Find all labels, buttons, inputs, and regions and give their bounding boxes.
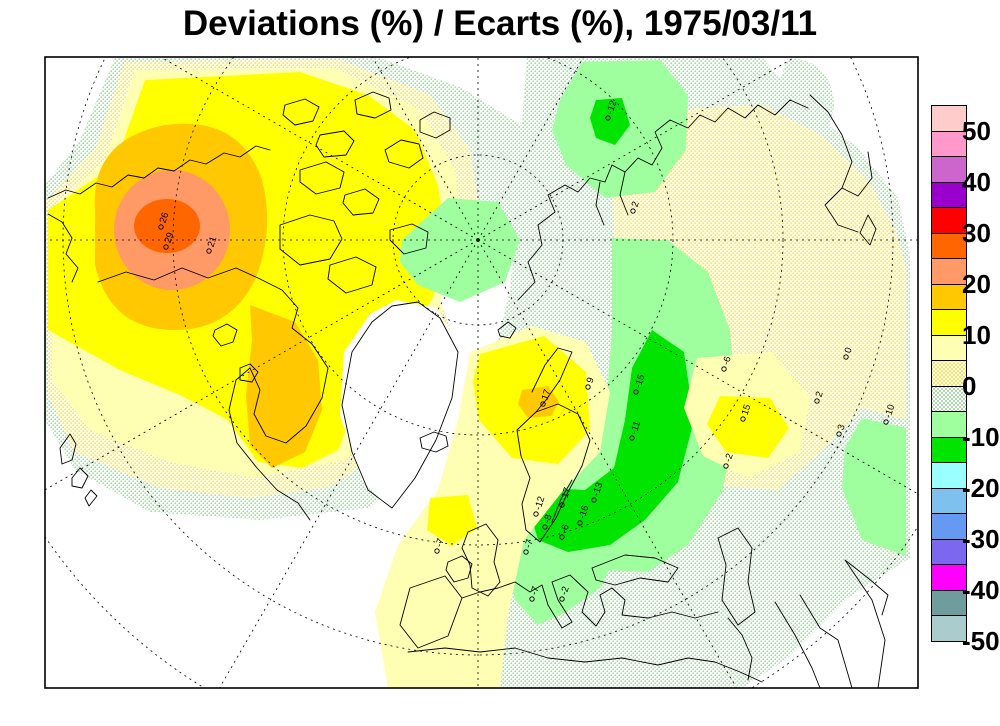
legend-swatch-4 [931, 207, 967, 234]
legend-swatch-13 [931, 436, 967, 464]
svg-text:-16: -16 [577, 504, 592, 520]
svg-text:-11: -11 [629, 420, 643, 436]
station--2: -2 [723, 452, 736, 469]
svg-text:29: 29 [163, 231, 177, 244]
station-15: 15 [740, 403, 754, 422]
svg-text:17: 17 [540, 388, 554, 401]
legend-tick--30: -30 [962, 523, 1000, 554]
svg-text:15: 15 [740, 403, 754, 416]
svg-text:-13: -13 [591, 481, 606, 497]
band-25-30-west [134, 199, 200, 253]
legend-swatch-10 [931, 360, 967, 387]
svg-text:-2: -2 [723, 452, 736, 463]
band-neg10-neg5-right-edge [842, 418, 906, 556]
svg-text:-7: -7 [529, 585, 542, 596]
legend-swatch-20 [931, 615, 967, 642]
station--11: -11 [629, 420, 643, 441]
legend-tick--50: -50 [962, 625, 1000, 656]
white-greenland [340, 300, 464, 512]
station-21: 21 [206, 235, 220, 254]
band-10-15-uk-west [427, 495, 477, 546]
legend-swatch-9 [931, 334, 967, 362]
svg-text:-12: -12 [605, 99, 620, 115]
svg-text:2: 2 [630, 200, 642, 208]
svg-text:0: 0 [843, 346, 855, 354]
band-neg15-neg10-core-siberia [590, 98, 630, 145]
station--15: -15 [633, 373, 648, 395]
station-2: 2 [814, 390, 826, 404]
legend-tick--40: -40 [962, 574, 1000, 605]
legend-swatch-17 [931, 538, 967, 566]
band-10-15-kazakh-spot [707, 396, 789, 458]
svg-text:-6: -6 [559, 523, 572, 534]
legend-tick-50: 50 [962, 115, 991, 146]
svg-text:9: 9 [585, 376, 597, 384]
legend-tick-20: 20 [962, 268, 991, 299]
legend-swatch-3 [931, 181, 967, 209]
figure-title: Deviations (%) / Ecarts (%), 1975/03/11 [182, 4, 818, 43]
svg-text:-8: -8 [542, 513, 555, 524]
band-15-20-novaya-core [518, 386, 559, 418]
svg-text:-15: -15 [633, 373, 648, 389]
legend-swatch-11 [931, 385, 967, 413]
legend-tick--20: -20 [962, 472, 1000, 503]
station--8: -8 [542, 513, 555, 530]
station-9: 9 [585, 376, 597, 390]
band-15-20-hudson [246, 305, 322, 468]
station-17: 17 [540, 388, 554, 407]
station--7: -7 [523, 538, 536, 555]
coastlines [47, 91, 889, 688]
station-labels: 26 29 21 17 9 -12 2 -15 -11 -13 -17 -12 -16 -8 -6 -7 -7 -… [158, 99, 898, 602]
legend-tick-40: 40 [962, 166, 991, 197]
station-3: 3 [836, 423, 848, 437]
svg-text:-17: -17 [559, 486, 574, 502]
svg-text:21: 21 [206, 235, 220, 248]
legend-swatch-8 [931, 309, 967, 336]
legend-tick-30: 30 [962, 217, 991, 248]
band-neg15-neg10-banana [530, 330, 694, 552]
map-frame [44, 56, 919, 689]
station--12: -12 [605, 99, 620, 121]
band-neg10-neg5-severnaya [400, 198, 520, 302]
legend-swatch-7 [931, 283, 967, 311]
station--7: -7 [434, 537, 447, 554]
legend-swatch-16 [931, 513, 967, 540]
legend-swatch-1 [931, 130, 967, 158]
station--2: -2 [559, 585, 572, 602]
svg-text:-7: -7 [523, 538, 536, 549]
svg-text:-12: -12 [533, 495, 548, 511]
station--7: -7 [529, 585, 542, 602]
legend-tick-10: 10 [962, 319, 991, 350]
legend-swatch-12 [931, 411, 967, 438]
station--10: -10 [883, 403, 898, 425]
filled-contour-bands [45, 57, 910, 688]
legend-swatch-18 [931, 564, 967, 591]
svg-text:-10: -10 [883, 403, 898, 419]
legend-swatch-2 [931, 156, 967, 183]
svg-text:-7: -7 [434, 537, 447, 548]
svg-text:3: 3 [836, 423, 848, 431]
station--6: -6 [721, 355, 734, 372]
station--13: -13 [591, 481, 606, 503]
station-2: 2 [630, 200, 642, 214]
station-0: 0 [843, 346, 855, 360]
svg-text:-6: -6 [721, 355, 734, 366]
station-26: 26 [158, 211, 172, 230]
svg-text:-2: -2 [559, 585, 572, 596]
station--17: -17 [559, 486, 574, 508]
station--6: -6 [559, 523, 572, 540]
station--16: -16 [577, 504, 592, 526]
legend-tick-0: 0 [962, 370, 977, 401]
svg-text:2: 2 [814, 390, 826, 398]
legend-tick--10: -10 [962, 421, 1000, 452]
svg-text:26: 26 [158, 211, 172, 224]
station-29: 29 [163, 231, 177, 250]
station--12: -12 [533, 495, 548, 517]
